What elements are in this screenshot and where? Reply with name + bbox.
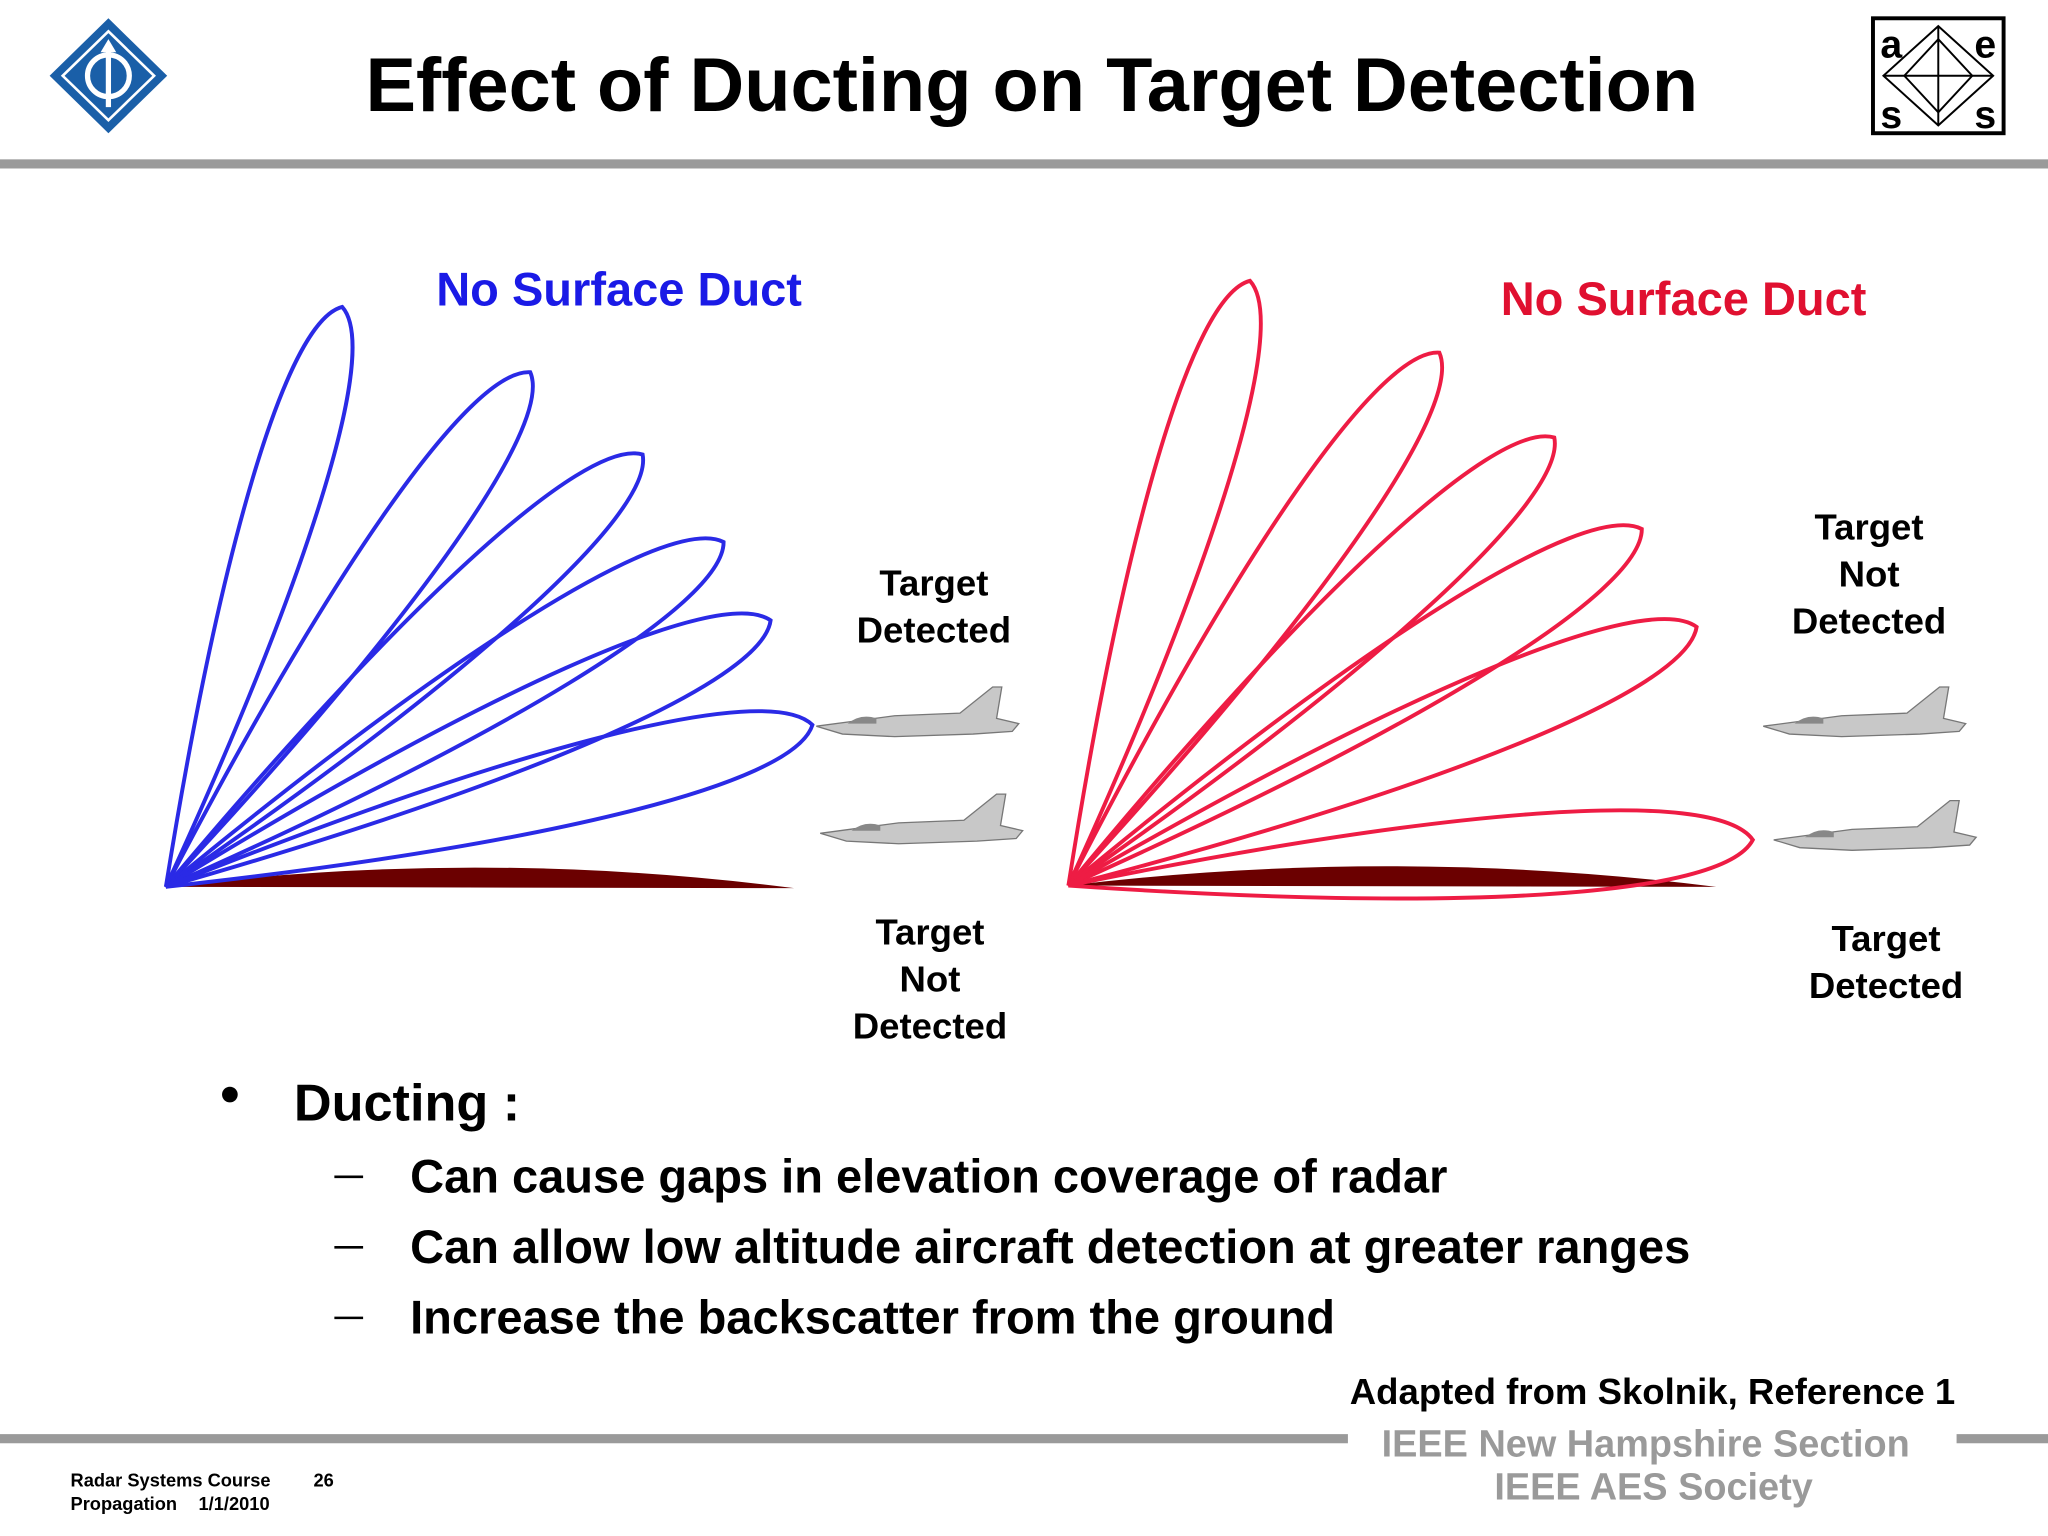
diagram-title: No Surface Duct — [436, 263, 802, 316]
footer-topic: Propagation — [71, 1493, 178, 1514]
ieee-logo — [49, 18, 168, 134]
diagram-title: No Surface Duct — [1501, 272, 1867, 325]
lobe — [164, 611, 773, 889]
target-label: Not — [899, 958, 960, 999]
target-label: Detected — [853, 1005, 1007, 1046]
target-label: Detected — [1792, 600, 1946, 641]
aircraft-canopy — [847, 716, 877, 724]
aircraft — [1763, 686, 1967, 738]
aircraft — [816, 686, 1020, 738]
logo-letter: s — [1880, 94, 1902, 137]
lobe — [1067, 617, 1699, 888]
aircraft-canopy — [1794, 716, 1824, 724]
lobe — [1066, 434, 1557, 888]
target-label: Not — [1839, 553, 1900, 594]
aircraft-body — [1763, 686, 1967, 738]
footer-section: IEEE New Hampshire Section — [1382, 1423, 1910, 1465]
target-label: Detected — [1809, 965, 1963, 1006]
bullet-heading: Ducting : — [294, 1075, 520, 1133]
bullet-item: Can cause gaps in elevation coverage of … — [410, 1149, 1447, 1202]
ground-clutter — [1068, 866, 1717, 887]
aircraft-body — [1773, 799, 1978, 851]
lobe — [1066, 350, 1445, 887]
aircraft — [1773, 799, 1978, 851]
footer-society: IEEE AES Society — [1494, 1466, 1812, 1508]
aess-logo: a e s s — [1871, 16, 2006, 137]
ground-clutter — [165, 867, 795, 889]
logo-letter: s — [1974, 94, 1996, 137]
bullet-item: Can allow low altitude aircraft detectio… — [410, 1220, 1690, 1273]
logo-letter: e — [1974, 23, 1996, 66]
footer-rule — [1956, 1434, 2048, 1444]
bullet-item: Increase the backscatter from the ground — [410, 1291, 1335, 1344]
target-label: Detected — [857, 610, 1011, 651]
slide-title: Effect of Ducting on Target Detection — [366, 43, 1699, 128]
target-label: Target — [1815, 506, 1924, 547]
aircraft-body — [816, 686, 1020, 738]
footer-course: Radar Systems Course — [71, 1469, 271, 1490]
target-label: Target — [875, 911, 984, 952]
source-note: Adapted from Skolnik, Reference 1 — [1350, 1371, 1955, 1412]
aircraft-canopy — [1805, 830, 1834, 838]
lobe — [163, 304, 355, 888]
aircraft-body — [820, 793, 1024, 845]
bullet — [222, 1086, 238, 1103]
logo-letter: a — [1880, 23, 1903, 66]
footer-rule — [0, 1434, 1348, 1444]
lobe — [1068, 808, 1756, 901]
lobe — [164, 370, 535, 889]
lobe — [164, 536, 726, 889]
lobe — [164, 451, 646, 889]
lobe — [1067, 523, 1644, 888]
target-label: Target — [879, 563, 988, 604]
aircraft — [820, 793, 1024, 845]
aircraft-canopy — [851, 823, 881, 831]
figure — [163, 278, 1978, 901]
lobe — [1066, 278, 1263, 887]
lobe — [165, 709, 815, 889]
header-rule — [0, 159, 2048, 169]
target-label: Target — [1832, 918, 1941, 959]
footer-page: 26 — [313, 1469, 333, 1490]
footer-date: 1/1/2010 — [199, 1493, 270, 1514]
